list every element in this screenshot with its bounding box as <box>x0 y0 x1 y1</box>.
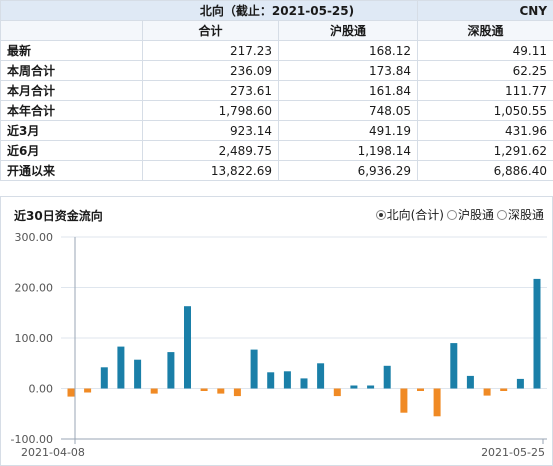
radio-label: 北向(合计) <box>386 208 444 222</box>
y-tick-label: 0.00 <box>29 383 54 396</box>
cell-sz: 1,291.62 <box>417 140 553 161</box>
bar <box>533 278 541 389</box>
cell-sh: 173.84 <box>277 60 419 81</box>
cell-total: 273.61 <box>142 80 279 101</box>
cell-total: 923.14 <box>142 120 279 141</box>
radio-dot-icon <box>496 209 507 220</box>
table-row: 近3月 923.14 491.19 431.96 <box>0 120 553 141</box>
summary-table: 北向（截止：2021-05-25) CNY 合计 沪股通 深股通 最新 217.2… <box>0 0 553 181</box>
header-blank <box>0 20 143 41</box>
bar <box>383 365 391 389</box>
row-label: 本周合计 <box>0 60 143 81</box>
row-label: 本年合计 <box>0 100 143 121</box>
cell-sz: 431.96 <box>417 120 553 141</box>
bar <box>483 388 491 396</box>
cell-total: 13,822.69 <box>142 160 279 181</box>
cell-total: 2,489.75 <box>142 140 279 161</box>
radio-northbound[interactable]: 北向(合计) <box>375 206 444 223</box>
table-row: 近6月 2,489.75 1,198.14 1,291.62 <box>0 140 553 161</box>
flow-chart-panel: 近30日资金流向 北向(合计) 沪股通 深股通 -100.00 0.00 100.0… <box>0 196 553 466</box>
cell-sh: 168.12 <box>277 40 419 61</box>
row-label: 近6月 <box>0 140 143 161</box>
radio-sh[interactable]: 沪股通 <box>446 206 494 223</box>
radio-dot-icon <box>446 209 457 220</box>
radio-label: 沪股通 <box>457 208 494 222</box>
bar <box>333 388 341 397</box>
cell-total: 236.09 <box>142 60 279 81</box>
row-label: 近3月 <box>0 120 143 141</box>
bar <box>184 306 191 389</box>
bar <box>100 367 108 389</box>
bar <box>217 388 225 394</box>
y-tick-label: 300.00 <box>15 231 54 244</box>
bar <box>367 385 375 389</box>
y-tick-label: 100.00 <box>15 332 54 345</box>
header-sh: 沪股通 <box>277 20 419 41</box>
bar <box>233 388 241 397</box>
cell-sh: 6,936.29 <box>277 160 419 181</box>
cell-sh: 1,198.14 <box>277 140 419 161</box>
table-row: 本周合计 236.09 173.84 62.25 <box>0 60 553 81</box>
bar <box>350 385 358 389</box>
table-title-row: 北向（截止：2021-05-25) CNY <box>0 0 553 21</box>
radio-sz[interactable]: 深股通 <box>496 206 544 223</box>
bar <box>450 343 458 389</box>
table-row: 最新 217.23 168.12 49.11 <box>0 40 553 61</box>
radio-label: 深股通 <box>507 208 544 222</box>
bar <box>500 388 508 391</box>
table-row: 开通以来 13,822.69 6,936.29 6,886.40 <box>0 160 553 181</box>
cell-sz: 6,886.40 <box>417 160 553 181</box>
x-start-label: 2021-04-08 <box>21 446 85 459</box>
bar <box>200 388 208 391</box>
bar <box>84 388 92 393</box>
bar <box>317 363 325 389</box>
table-title: 北向（截止：2021-05-25) <box>0 0 419 21</box>
bar <box>267 372 275 389</box>
radio-dot-icon <box>375 209 386 220</box>
row-label: 开通以来 <box>0 160 143 181</box>
cell-sz: 62.25 <box>417 60 553 81</box>
series-selector: 北向(合计) 沪股通 深股通 <box>375 206 544 223</box>
bar <box>516 378 524 389</box>
bar <box>150 388 158 394</box>
row-label: 本月合计 <box>0 80 143 101</box>
bar-chart: -100.00 0.00 100.00 200.00 300.00 2021-04-08 2… <box>11 231 547 459</box>
bar <box>433 388 441 417</box>
bar <box>117 346 125 389</box>
x-end-label: 2021-05-25 <box>481 446 545 459</box>
bar <box>283 371 291 389</box>
bar <box>167 352 175 389</box>
currency-label: CNY <box>417 0 553 21</box>
cell-sh: 491.19 <box>277 120 419 141</box>
table-header-row: 合计 沪股通 深股通 <box>0 20 553 41</box>
cell-sz: 1,050.55 <box>417 100 553 121</box>
cell-sz: 111.77 <box>417 80 553 101</box>
chart-title: 近30日资金流向 <box>14 209 103 223</box>
y-tick-label: 200.00 <box>15 282 54 295</box>
cell-total: 217.23 <box>142 40 279 61</box>
bar <box>250 349 258 389</box>
header-sz: 深股通 <box>417 20 553 41</box>
cell-sh: 161.84 <box>277 80 419 101</box>
cell-sz: 49.11 <box>417 40 553 61</box>
bar <box>400 388 408 413</box>
bar <box>466 375 474 389</box>
bar <box>417 388 424 391</box>
table-row: 本月合计 273.61 161.84 111.77 <box>0 80 553 101</box>
bar <box>300 378 308 389</box>
y-tick-label: -100.00 <box>11 433 53 446</box>
row-label: 最新 <box>0 40 143 61</box>
cell-total: 1,798.60 <box>142 100 279 121</box>
header-total: 合计 <box>142 20 279 41</box>
cell-sh: 748.05 <box>277 100 419 121</box>
bar <box>67 388 75 397</box>
table-row: 本年合计 1,798.60 748.05 1,050.55 <box>0 100 553 121</box>
bar <box>134 359 142 389</box>
